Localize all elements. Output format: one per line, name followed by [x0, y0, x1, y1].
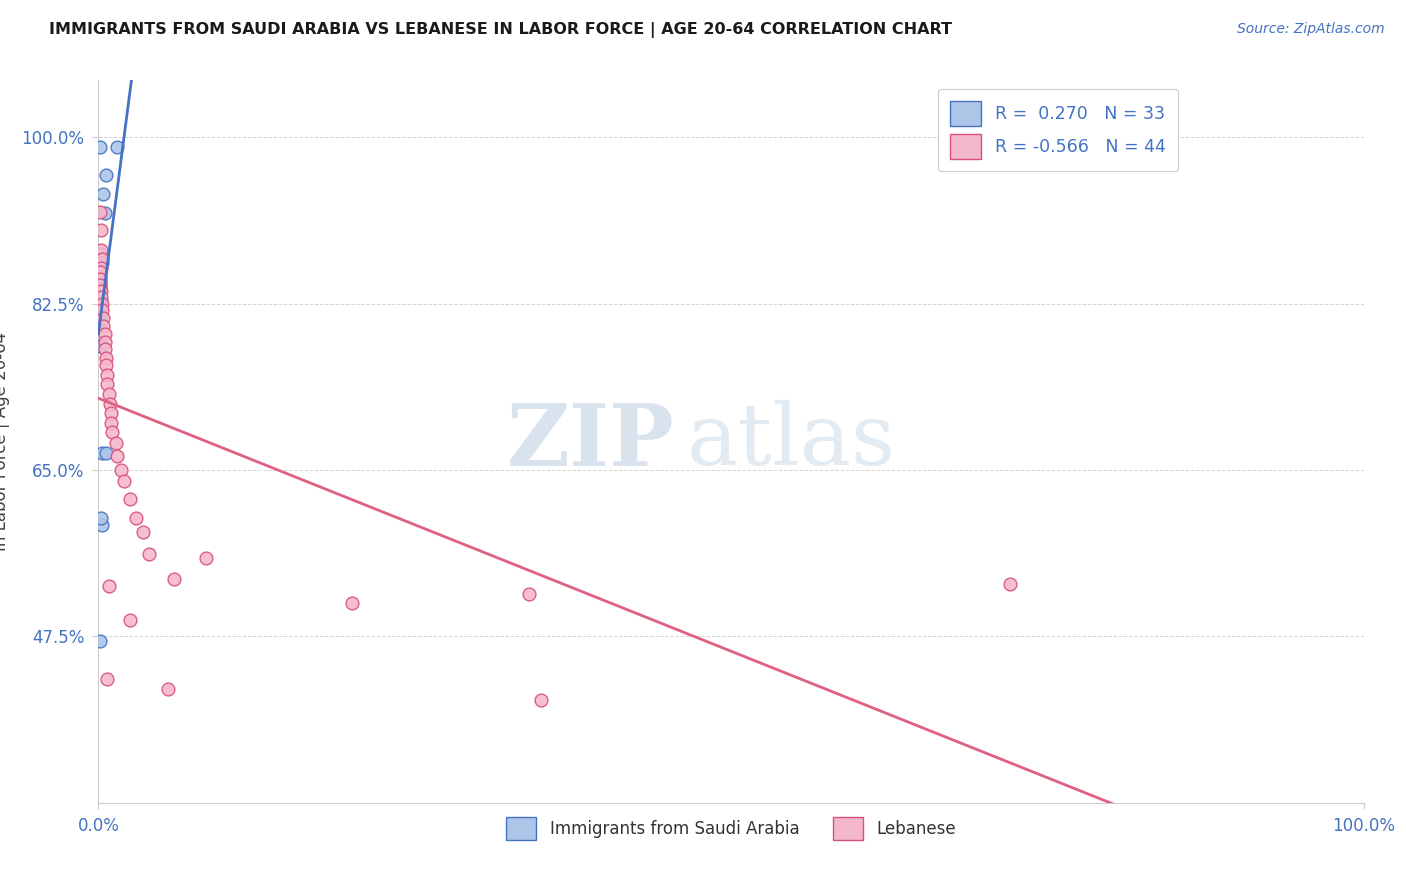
Point [90, 243, 112, 257]
Point [89, 314, 111, 328]
Point [98, 396, 121, 410]
Text: atlas: atlas [686, 400, 896, 483]
Point [110, 463, 132, 477]
Point [107, 140, 129, 154]
Point [93, 206, 117, 220]
Point [120, 613, 141, 627]
Point [89, 634, 111, 648]
Point [157, 681, 180, 696]
Point [97, 387, 120, 401]
Point [93, 327, 117, 342]
Point [93, 310, 115, 325]
Point [90, 306, 112, 320]
Point [89, 305, 111, 319]
Point [100, 406, 122, 420]
Text: IMMIGRANTS FROM SAUDI ARABIA VS LEBANESE IN LABOR FORCE | AGE 20-64 CORRELATION : IMMIGRANTS FROM SAUDI ARABIA VS LEBANESE… [49, 22, 952, 38]
Point [90, 223, 112, 237]
Point [125, 510, 148, 524]
Point [530, 693, 553, 707]
Point [96, 672, 118, 686]
Point [998, 577, 1021, 591]
Point [89, 266, 111, 280]
Text: Source: ZipAtlas.com: Source: ZipAtlas.com [1237, 22, 1385, 37]
Point [163, 573, 186, 587]
Point [89, 308, 111, 322]
Point [96, 377, 118, 392]
Point [94, 359, 117, 373]
Point [89, 261, 111, 276]
Point [132, 524, 155, 539]
Point [97, 579, 120, 593]
Point [120, 491, 141, 506]
Point [89, 310, 111, 325]
Point [90, 290, 112, 304]
Point [93, 343, 117, 357]
Point [89, 277, 111, 292]
Point [89, 285, 111, 300]
Point [89, 279, 111, 293]
Point [90, 285, 112, 299]
Point [94, 446, 117, 460]
Point [100, 416, 122, 430]
Point [517, 587, 540, 601]
Point [89, 300, 111, 314]
Point [90, 260, 112, 275]
Point [90, 301, 112, 316]
Point [138, 547, 160, 561]
Point [107, 449, 129, 463]
Point [91, 256, 114, 270]
Point [89, 205, 111, 219]
Point [91, 296, 114, 310]
Point [94, 169, 117, 183]
Point [89, 339, 111, 353]
Point [89, 272, 111, 286]
Point [101, 425, 124, 439]
Point [89, 277, 111, 291]
Point [93, 318, 115, 333]
Point [91, 303, 114, 318]
Point [89, 296, 111, 310]
Point [89, 140, 111, 154]
Point [105, 436, 128, 450]
Point [89, 302, 111, 317]
Point [90, 510, 112, 524]
Point [112, 475, 135, 489]
Legend: Immigrants from Saudi Arabia, Lebanese: Immigrants from Saudi Arabia, Lebanese [498, 808, 965, 848]
Point [93, 187, 115, 202]
Point [93, 334, 117, 349]
Point [94, 351, 117, 365]
Point [89, 282, 111, 296]
Text: ZIP: ZIP [506, 400, 675, 483]
Point [340, 596, 363, 610]
Point [91, 252, 114, 266]
Point [194, 550, 218, 565]
Y-axis label: In Labor Force | Age 20-64: In Labor Force | Age 20-64 [0, 332, 10, 551]
Point [91, 518, 114, 533]
Point [89, 265, 111, 279]
Point [90, 293, 112, 308]
Point [89, 288, 111, 302]
Point [90, 247, 112, 261]
Point [96, 368, 118, 382]
Point [89, 270, 111, 285]
Point [91, 446, 114, 460]
Point [89, 291, 111, 305]
Point [89, 274, 111, 288]
